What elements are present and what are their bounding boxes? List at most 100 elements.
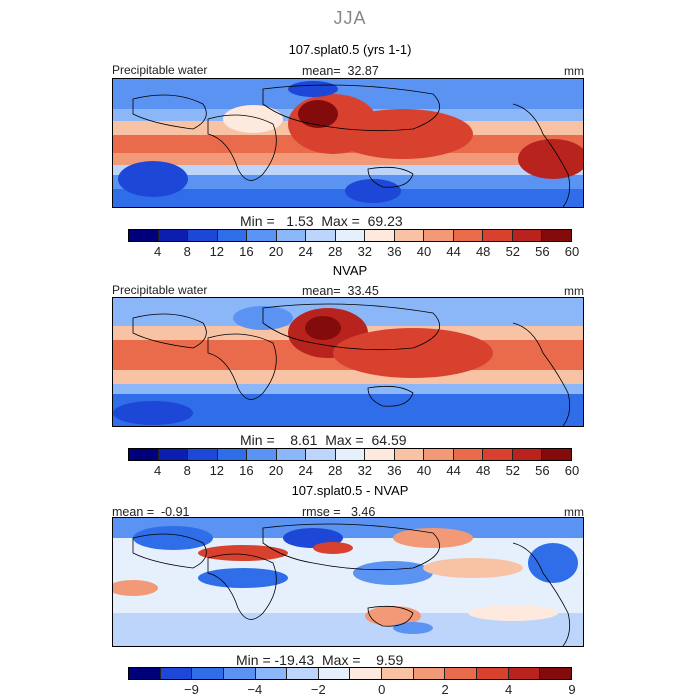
colorbar-swatch — [217, 449, 248, 460]
panel1-title: 107.splat0.5 (yrs 1-1) — [288, 42, 412, 57]
colorbar-swatch — [255, 668, 288, 679]
panel1-units: mm — [564, 64, 584, 78]
colorbar-swatch — [365, 449, 395, 460]
colorbar-tick-label: 52 — [505, 244, 521, 259]
colorbar-swatch — [158, 449, 189, 460]
panel2-units: mm — [564, 284, 584, 298]
panel3-mean-value: -0.91 — [161, 505, 190, 519]
panel1-colorbar — [128, 229, 572, 242]
colorbar-tick-label: 9 — [568, 682, 576, 697]
colorbar-swatch — [217, 230, 248, 241]
panel3-max-value: 9.59 — [376, 652, 404, 668]
colorbar-swatch — [453, 230, 484, 241]
panel2-max-label: Max = — [325, 432, 364, 448]
colorbar-swatch — [413, 668, 446, 679]
panel3-colorbar-ticks: −9 −4 −2 0 2 4 9 — [128, 682, 576, 698]
colorbar-swatch — [512, 230, 543, 241]
panel3-colorbar — [128, 667, 572, 680]
colorbar-tick-label: 16 — [239, 463, 254, 478]
panel2-colorbar — [128, 448, 572, 461]
panel1-map-field — [113, 79, 583, 207]
panel3-rmse-value: 3.46 — [350, 505, 376, 519]
panel2-map — [112, 297, 584, 427]
colorbar-tick-label: −2 — [310, 682, 326, 697]
colorbar-swatch — [276, 230, 307, 241]
panel2-mean-value: 33.45 — [347, 284, 379, 298]
colorbar-swatch — [453, 449, 484, 460]
colorbar-tick-label: 4 — [153, 244, 162, 259]
panel2-title: NVAP — [332, 263, 368, 278]
panel2-max-value: 64.59 — [371, 432, 407, 448]
colorbar-tick-label: 24 — [298, 463, 313, 478]
colorbar-swatch — [424, 449, 454, 460]
colorbar-tick-label: 32 — [357, 244, 373, 259]
colorbar-tick-label: 4 — [153, 463, 162, 478]
panel3-minmax: Min = -19.43 Max = 9.59 — [236, 652, 403, 668]
panel2-min-value: 8.61 — [290, 432, 318, 448]
panel2-mean: mean= 33.45 — [302, 284, 379, 298]
colorbar-swatch — [483, 449, 513, 460]
colorbar-swatch — [365, 230, 395, 241]
colorbar-swatch — [542, 449, 571, 460]
colorbar-swatch — [247, 230, 277, 241]
colorbar-swatch — [306, 449, 336, 460]
colorbar-swatch — [477, 668, 509, 679]
colorbar-swatch — [540, 668, 571, 679]
panel1-colorbar-ticks: 4 8 12 16 20 24 28 32 36 40 44 48 52 56 60 — [128, 244, 579, 260]
colorbar-swatch — [424, 230, 454, 241]
colorbar-tick-label: 2 — [441, 682, 449, 697]
colorbar-tick-label: 52 — [505, 463, 521, 478]
panel1-max-value: 69.23 — [367, 213, 403, 229]
colorbar-tick-label: 20 — [268, 244, 284, 259]
colorbar-swatch — [445, 668, 478, 679]
colorbar-swatch — [542, 230, 571, 241]
panel1-mean-label: mean= — [302, 64, 341, 78]
colorbar-swatch — [129, 449, 159, 460]
colorbar-swatch — [188, 449, 218, 460]
panel2-minmax: Min = 8.61 Max = 64.59 — [240, 432, 407, 448]
colorbar-swatch — [483, 230, 513, 241]
colorbar-tick-label: 20 — [268, 463, 284, 478]
colorbar-tick-label: 48 — [475, 463, 491, 478]
colorbar-swatch — [158, 230, 189, 241]
colorbar-swatch — [129, 668, 161, 679]
colorbar-swatch — [512, 449, 543, 460]
colorbar-tick-label: 60 — [564, 244, 580, 259]
panel1-variable: Precipitable water — [112, 63, 208, 77]
colorbar-swatch — [306, 230, 336, 241]
colorbar-tick-label: 8 — [183, 244, 191, 259]
panel3-max-label: Max = — [322, 652, 361, 668]
season-title: JJA — [333, 8, 367, 28]
colorbar-tick-label: 40 — [416, 463, 432, 478]
colorbar-swatch — [247, 449, 277, 460]
colorbar-tick-label: −9 — [184, 682, 199, 697]
panel3-title: 107.splat0.5 - NVAP — [291, 483, 409, 498]
colorbar-swatch — [188, 230, 218, 241]
colorbar-tick-label: 24 — [298, 244, 313, 259]
colorbar-tick-label: 48 — [475, 244, 491, 259]
colorbar-swatch — [508, 668, 541, 679]
colorbar-swatch — [318, 668, 351, 679]
colorbar-swatch — [335, 449, 366, 460]
colorbar-swatch — [350, 668, 383, 679]
panel1-min-label: Min = — [240, 213, 275, 229]
colorbar-swatch — [394, 449, 425, 460]
colorbar-tick-label: 0 — [378, 682, 386, 697]
colorbar-swatch — [382, 668, 414, 679]
colorbar-tick-label: 44 — [446, 463, 461, 478]
colorbar-swatch — [394, 230, 425, 241]
colorbar-tick-label: 36 — [387, 244, 402, 259]
panel2-variable: Precipitable water — [112, 283, 208, 297]
colorbar-tick-label: 36 — [387, 463, 402, 478]
colorbar-tick-label: 56 — [535, 244, 550, 259]
colorbar-tick-label: 32 — [357, 463, 373, 478]
colorbar-tick-label: −4 — [247, 682, 263, 697]
colorbar-swatch — [287, 668, 319, 679]
panel3-map-field — [113, 518, 583, 646]
panel1-min-value: 1.53 — [286, 213, 314, 229]
panel1-mean-value: 32.87 — [347, 64, 379, 78]
panel3-map — [112, 517, 584, 647]
panel3-min-value: -19.43 — [274, 652, 315, 668]
panel1-max-label: Max = — [321, 213, 360, 229]
colorbar-swatch — [335, 230, 366, 241]
